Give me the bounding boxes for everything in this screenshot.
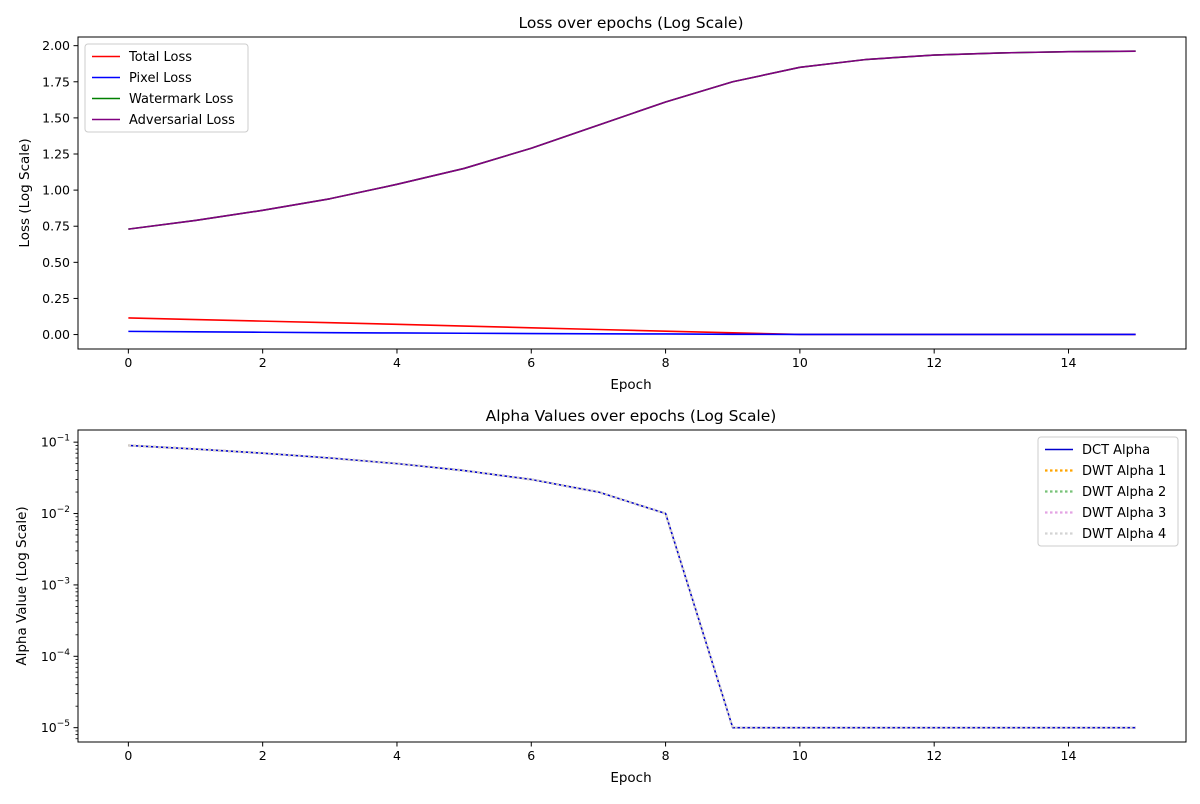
loss-chart-plot-area xyxy=(77,36,1187,350)
loss-chart-frame xyxy=(77,36,1187,350)
x-tick-label: 12 xyxy=(926,355,942,370)
x-tick-label: 10 xyxy=(792,748,808,763)
loss-chart-y-axis-label: Loss (Log Scale) xyxy=(17,138,33,247)
alpha-chart-title: Alpha Values over epochs (Log Scale) xyxy=(486,407,777,425)
legend-label: Adversarial Loss xyxy=(129,113,235,128)
x-tick-label: 4 xyxy=(393,748,401,763)
x-tick-label: 8 xyxy=(662,355,670,370)
y-tick-label: 1.50 xyxy=(42,110,70,125)
x-tick-label: 12 xyxy=(926,748,942,763)
legend-box xyxy=(84,43,249,133)
x-tick-label: 8 xyxy=(662,748,670,763)
loss-chart-title: Loss over epochs (Log Scale) xyxy=(518,14,743,32)
y-tick-label: 10−3 xyxy=(41,576,70,592)
y-tick-label: 0.50 xyxy=(42,255,70,270)
alpha-chart-x-axis-label: Epoch xyxy=(610,770,651,786)
loss-chart-y-ticks: 0.00 0.25 0.50 0.75 1.00 1.25 1.50 1.75 2.00 xyxy=(42,38,78,342)
loss-chart-x-axis-label: Epoch xyxy=(610,377,651,393)
alpha-chart-plot-area xyxy=(77,429,1187,743)
loss-chart-legend: Total Loss Pixel Loss Watermark Loss Advers… xyxy=(84,43,249,133)
x-tick-label: 2 xyxy=(259,355,267,370)
alpha-chart-x-ticks: 0 2 4 6 8 10 12 14 xyxy=(124,742,1076,763)
alpha-chart-y-ticks: 10−5 10−4 10−3 10−2 10−1 xyxy=(41,434,78,740)
x-tick-label: 4 xyxy=(393,355,401,370)
series-line-1 xyxy=(128,330,1136,336)
x-tick-label: 14 xyxy=(1061,748,1077,763)
loss-chart-x-ticks: 0 2 4 6 8 10 12 14 xyxy=(124,349,1076,370)
y-tick-label: 1.25 xyxy=(42,147,70,162)
alpha-chart-y-axis-label: Alpha Value (Log Scale) xyxy=(14,506,30,665)
series-line-3 xyxy=(128,50,1136,230)
x-tick-label: 2 xyxy=(259,748,267,763)
y-tick-label: 10−5 xyxy=(41,719,70,735)
alpha-chart-legend: DCT Alpha DWT Alpha 1 DWT Alpha 2 DWT Alpha… xyxy=(1037,436,1179,547)
x-tick-label: 0 xyxy=(124,748,132,763)
y-tick-label: 0.00 xyxy=(42,327,70,342)
y-tick-label: 1.75 xyxy=(42,74,70,89)
legend-box xyxy=(1037,436,1179,547)
legend-label: DCT Alpha xyxy=(1082,443,1150,458)
legend-label: Watermark Loss xyxy=(129,92,234,107)
y-tick-label: 10−4 xyxy=(41,648,70,664)
alpha-chart: Alpha Values over epochs (Log Scale) 0 2 4… xyxy=(14,407,1187,786)
y-tick-label: 0.75 xyxy=(42,219,70,234)
alpha-chart-series xyxy=(128,444,1136,729)
legend-label: DWT Alpha 2 xyxy=(1082,485,1166,500)
y-tick-label: 0.25 xyxy=(42,291,70,306)
y-tick-label: 1.00 xyxy=(42,183,70,198)
loss-chart-series xyxy=(128,50,1136,336)
series-line-0 xyxy=(128,444,1136,729)
legend-label: DWT Alpha 1 xyxy=(1082,464,1166,479)
x-tick-label: 6 xyxy=(527,355,535,370)
y-tick-label: 10−1 xyxy=(41,434,70,450)
loss-chart: Loss over epochs (Log Scale) 0 2 4 6 8 10 12 14… xyxy=(17,14,1187,393)
x-tick-label: 6 xyxy=(527,748,535,763)
x-tick-label: 10 xyxy=(792,355,808,370)
legend-label: Total Loss xyxy=(128,50,192,65)
legend-label: Pixel Loss xyxy=(129,71,192,86)
y-tick-label: 10−2 xyxy=(41,505,70,521)
x-tick-label: 14 xyxy=(1061,355,1077,370)
x-tick-label: 0 xyxy=(124,355,132,370)
y-tick-label: 2.00 xyxy=(42,38,70,53)
legend-label: DWT Alpha 3 xyxy=(1082,506,1166,521)
alpha-chart-frame xyxy=(77,429,1187,743)
legend-label: DWT Alpha 4 xyxy=(1082,527,1166,542)
